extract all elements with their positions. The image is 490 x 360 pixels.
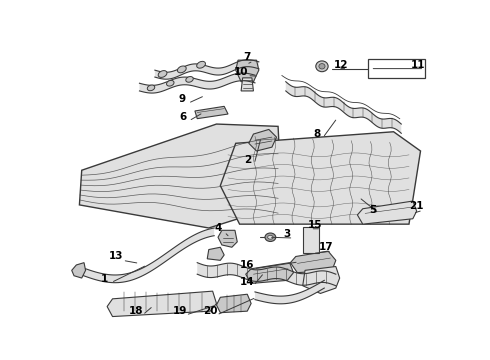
Polygon shape [140, 73, 255, 93]
Polygon shape [79, 228, 214, 283]
Polygon shape [241, 78, 253, 91]
Polygon shape [255, 280, 324, 304]
Text: 12: 12 [334, 60, 348, 70]
Polygon shape [303, 266, 340, 293]
Text: 18: 18 [129, 306, 144, 316]
Text: 1: 1 [101, 274, 108, 284]
Ellipse shape [268, 235, 273, 239]
Polygon shape [155, 60, 259, 79]
Polygon shape [218, 230, 237, 247]
Ellipse shape [158, 71, 167, 77]
Text: 9: 9 [178, 94, 185, 104]
Text: 19: 19 [172, 306, 187, 316]
Ellipse shape [319, 64, 325, 69]
Text: 10: 10 [234, 67, 248, 77]
Text: 13: 13 [109, 252, 123, 261]
Text: 8: 8 [313, 129, 320, 139]
Ellipse shape [167, 80, 174, 86]
Text: 16: 16 [240, 260, 254, 270]
Text: 14: 14 [240, 277, 255, 287]
Text: 4: 4 [214, 223, 221, 233]
Text: 3: 3 [284, 229, 291, 239]
Polygon shape [107, 291, 217, 316]
Polygon shape [357, 201, 416, 224]
Polygon shape [291, 251, 336, 273]
FancyBboxPatch shape [303, 227, 319, 253]
Text: 11: 11 [411, 60, 425, 70]
Text: 15: 15 [308, 220, 322, 230]
Ellipse shape [186, 77, 193, 82]
Text: 17: 17 [318, 242, 333, 252]
Ellipse shape [196, 61, 205, 68]
Ellipse shape [316, 61, 328, 72]
Ellipse shape [177, 66, 186, 73]
Text: 20: 20 [203, 306, 218, 316]
Polygon shape [207, 247, 224, 260]
Text: 7: 7 [244, 52, 251, 62]
Text: 6: 6 [179, 112, 186, 122]
Ellipse shape [265, 233, 276, 242]
Polygon shape [245, 263, 294, 283]
Polygon shape [79, 124, 282, 228]
Polygon shape [217, 294, 251, 313]
Polygon shape [249, 130, 276, 151]
Polygon shape [236, 60, 259, 82]
Polygon shape [197, 263, 336, 286]
Ellipse shape [147, 85, 155, 91]
FancyBboxPatch shape [368, 59, 425, 78]
Polygon shape [195, 106, 228, 119]
Text: 21: 21 [410, 202, 424, 211]
Text: 2: 2 [245, 155, 252, 165]
Text: 5: 5 [369, 204, 376, 215]
Polygon shape [72, 263, 86, 278]
Polygon shape [286, 82, 401, 133]
Polygon shape [220, 132, 420, 224]
